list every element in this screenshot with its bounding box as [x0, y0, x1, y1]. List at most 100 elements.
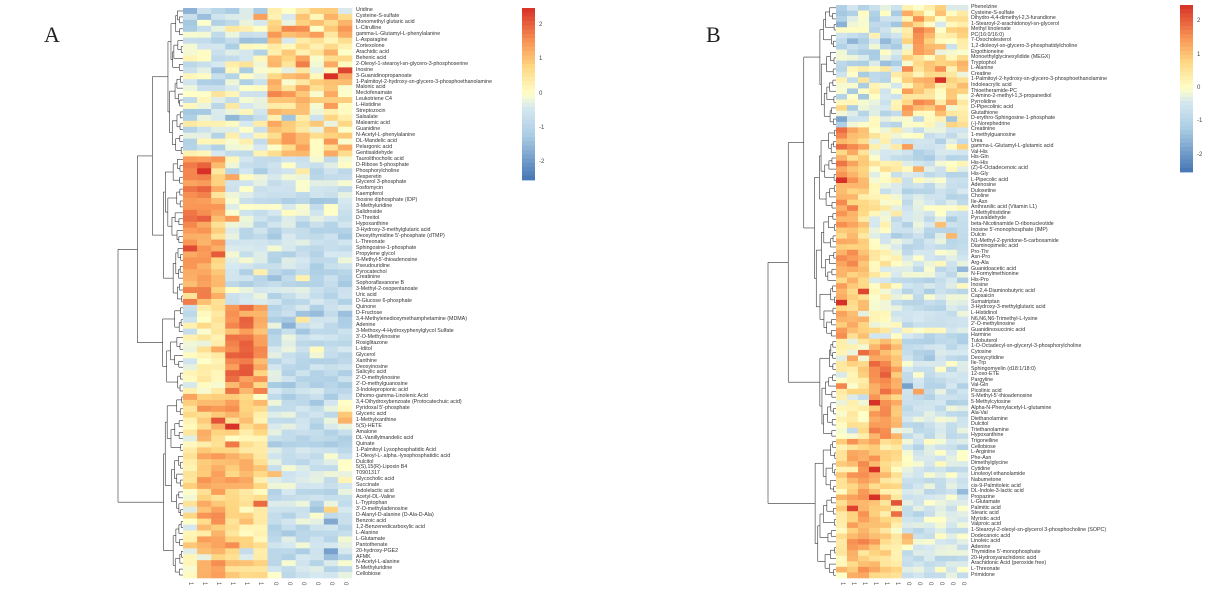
- heatmap-cell: [239, 37, 254, 44]
- heatmap-cell: [239, 518, 254, 525]
- heatmap-cell: [267, 138, 282, 145]
- heatmap-cell: [323, 370, 339, 377]
- heatmap-cell: [858, 144, 870, 150]
- heatmap-cell: [281, 269, 296, 276]
- heatmap-cell: [337, 257, 353, 264]
- heatmap-cell: [869, 366, 881, 373]
- colorbar-segment: [522, 102, 535, 108]
- heatmap-cell: [957, 555, 969, 562]
- heatmap-cell: [253, 79, 268, 86]
- heatmap-cell: [267, 471, 282, 478]
- heatmap-cell: [946, 366, 958, 373]
- row-label: Cellobiose: [356, 571, 381, 578]
- heatmap-cell: [891, 355, 903, 362]
- heatmap-cell: [924, 516, 936, 523]
- row-label: Capsaicin: [971, 293, 995, 300]
- heatmap-cell: [309, 174, 325, 181]
- heatmap-cell: [935, 272, 947, 278]
- heatmap-cell: [225, 61, 240, 68]
- heatmap-cell: [858, 522, 870, 529]
- heatmap-cell: [309, 346, 325, 353]
- heatmap-cell: [225, 275, 240, 282]
- heatmap-cell: [946, 299, 958, 306]
- heatmap-cell: [935, 277, 947, 284]
- heatmap-cell: [281, 37, 296, 44]
- heatmap-cell: [957, 316, 969, 323]
- heatmap-cell: [281, 73, 296, 80]
- row-label: AFMK: [356, 553, 371, 560]
- heatmap-cell: [869, 121, 881, 128]
- colorbar-segment: [522, 38, 535, 43]
- heatmap-cell: [183, 281, 198, 288]
- heatmap-cell: [847, 277, 859, 284]
- heatmap-cell: [295, 506, 311, 513]
- heatmap-cell: [935, 55, 947, 61]
- heatmap-cell: [902, 49, 914, 56]
- heatmap-cell: [957, 372, 969, 379]
- heatmap-cell: [281, 423, 296, 430]
- heatmap-cell: [197, 79, 212, 86]
- heatmap-cell: [836, 194, 848, 201]
- heatmap-cell: [225, 536, 240, 543]
- heatmap-cell: [946, 488, 958, 495]
- heatmap-cell: [337, 405, 353, 413]
- heatmap-cell: [281, 298, 296, 306]
- heatmap-cell: [924, 43, 936, 50]
- heatmap-cell: [946, 272, 958, 278]
- heatmap-cell: [946, 205, 958, 212]
- heatmap-cell: [847, 427, 859, 434]
- heatmap-cell: [337, 245, 353, 252]
- heatmap-cell: [836, 550, 848, 557]
- heatmap-cell: [858, 383, 870, 390]
- row-label: His-His: [971, 159, 989, 166]
- heatmap-cell: [946, 394, 958, 401]
- heatmap-cell: [858, 511, 870, 518]
- heatmap-cell: [337, 192, 353, 199]
- heatmap-cell: [902, 77, 914, 84]
- heatmap-cell: [337, 572, 353, 579]
- heatmap-cell: [197, 91, 212, 98]
- heatmap-cell: [211, 293, 226, 300]
- heatmap-cell: [880, 539, 892, 545]
- row-label: Acetyl-DL-Valine: [356, 494, 396, 501]
- heatmap-cell: [323, 417, 339, 424]
- heatmap-cell: [891, 444, 903, 451]
- heatmap-cell: [858, 566, 870, 573]
- heatmap-cell: [847, 188, 859, 195]
- heatmap-cell: [197, 471, 212, 478]
- heatmap-cell: [957, 349, 969, 356]
- heatmap-cell: [847, 405, 859, 412]
- heatmap-cell: [935, 505, 947, 512]
- heatmap-cell: [891, 288, 903, 295]
- heatmap-cell: [337, 287, 353, 294]
- heatmap-cell: [183, 120, 198, 128]
- colorbar-segment: [1180, 67, 1193, 73]
- heatmap-cell: [295, 500, 311, 508]
- heatmap-cell: [935, 455, 947, 462]
- heatmap-cell: [957, 5, 969, 11]
- heatmap-cell: [847, 5, 859, 11]
- heatmap-cell: [891, 82, 903, 89]
- heatmap-cell: [869, 294, 881, 301]
- heatmap-cell: [836, 227, 848, 234]
- heatmap-cell: [869, 283, 881, 290]
- heatmap-cell: [225, 441, 240, 448]
- heatmap-cell: [913, 88, 925, 95]
- heatmap-cell: [323, 447, 339, 454]
- heatmap-cell: [337, 560, 353, 567]
- heatmap-cell: [946, 316, 958, 323]
- row-label: Pyruvaldehyde: [971, 215, 1007, 222]
- heatmap-cell: [957, 60, 969, 67]
- heatmap-cell: [323, 215, 339, 223]
- heatmap-cell: [902, 82, 914, 89]
- heatmap-cell: [253, 108, 268, 116]
- heatmap-cell: [239, 198, 254, 205]
- heatmap-cell: [891, 349, 903, 356]
- heatmap-cell: [924, 550, 936, 557]
- heatmap-cell: [225, 293, 240, 300]
- heatmap-cell: [239, 352, 254, 359]
- column-label: 0: [937, 582, 944, 586]
- heatmap-cell: [946, 277, 958, 284]
- heatmap-cell: [337, 55, 353, 62]
- heatmap-cell: [847, 216, 859, 223]
